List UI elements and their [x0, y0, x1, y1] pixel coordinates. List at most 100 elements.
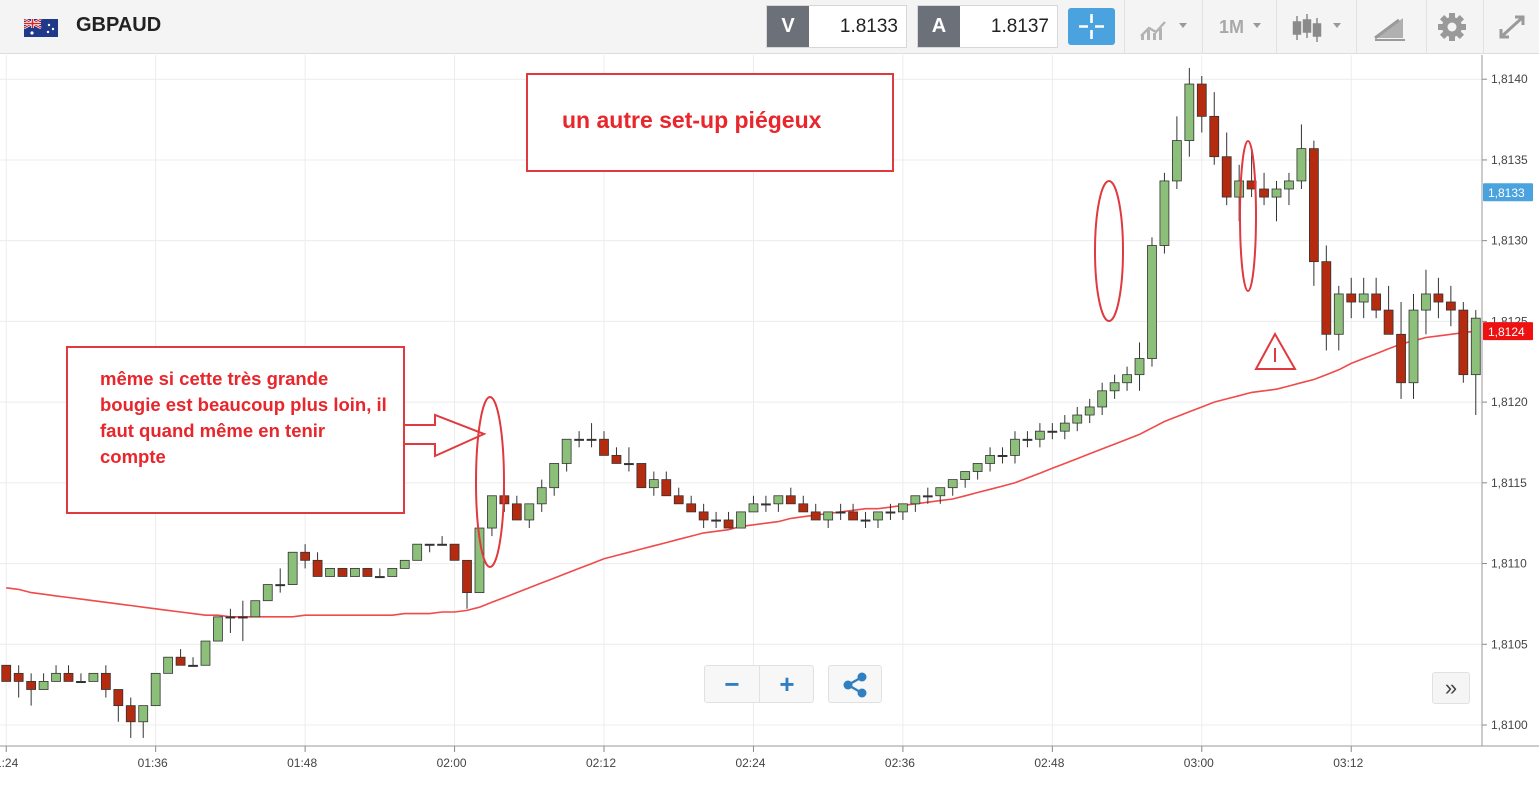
candle-body — [1284, 180, 1294, 190]
candle — [624, 447, 634, 472]
candle — [1371, 277, 1382, 319]
timeframe-button[interactable]: 1M — [1202, 0, 1276, 54]
candle-body — [848, 511, 858, 521]
x-tick-label: 01:36 — [138, 756, 168, 770]
candles-button[interactable] — [1276, 0, 1356, 54]
candle — [823, 511, 834, 529]
chart-type-button[interactable] — [1124, 0, 1202, 54]
candle-body — [761, 503, 771, 506]
candle-body — [362, 568, 373, 577]
candle — [661, 471, 672, 497]
x-tick-label: 01:24 — [0, 756, 19, 770]
candle — [1346, 277, 1357, 319]
candle-body — [462, 559, 472, 594]
candle — [250, 600, 261, 618]
zoom-in-button[interactable]: + — [779, 669, 795, 699]
candle — [1308, 140, 1319, 286]
expand-button[interactable] — [1483, 0, 1539, 54]
candle — [1184, 67, 1195, 157]
ma-price-tag-bg — [1483, 322, 1533, 341]
settings-button[interactable] — [1426, 0, 1483, 54]
candle-body — [412, 543, 423, 561]
candle — [163, 656, 174, 674]
candle — [487, 495, 497, 537]
candle-body — [636, 463, 647, 489]
zoom-out-button[interactable]: − — [705, 666, 760, 702]
candles-icon — [1292, 14, 1341, 42]
candle — [1059, 415, 1070, 440]
candle — [1333, 285, 1344, 351]
candle-body — [1234, 180, 1245, 198]
candle-body — [275, 584, 286, 587]
candle-body — [399, 559, 410, 569]
candle — [1221, 132, 1232, 206]
candle — [835, 503, 846, 520]
candle-body — [723, 519, 734, 529]
candle-body — [1059, 422, 1070, 432]
gear-icon — [1438, 13, 1466, 41]
last-price-tag-bg — [1483, 183, 1533, 202]
candle — [997, 447, 1008, 464]
candle — [63, 665, 74, 682]
candle-body — [213, 616, 223, 642]
candle-body — [1171, 140, 1182, 182]
candle — [337, 568, 348, 577]
candle — [1259, 172, 1269, 206]
candle — [1433, 277, 1444, 319]
candle-body — [561, 438, 572, 464]
candle-body — [698, 511, 709, 521]
candle-body — [1184, 83, 1195, 141]
candle — [287, 551, 298, 585]
candle-body — [686, 503, 697, 513]
candle — [51, 665, 61, 682]
candle-body — [350, 568, 360, 577]
candle — [1470, 310, 1481, 416]
candle — [748, 495, 759, 513]
candle-body — [337, 568, 348, 577]
candle — [1408, 293, 1419, 399]
y-tick-label: 1,8140 — [1491, 72, 1528, 86]
candle — [1147, 237, 1157, 367]
candle — [38, 673, 49, 690]
candle-body — [1408, 309, 1419, 384]
candle-body — [922, 495, 933, 498]
buy-price: 1.8137 — [990, 16, 1049, 37]
timeframe-label: 1M — [1219, 17, 1245, 37]
share-button[interactable] — [828, 665, 882, 703]
candle-body — [1022, 438, 1033, 441]
scroll-forward-button[interactable]: » — [1432, 672, 1470, 704]
candle-body — [823, 511, 834, 521]
draw-button[interactable] — [1356, 0, 1426, 54]
candle-body — [424, 543, 435, 546]
sell-label: V — [767, 6, 809, 47]
candle-body — [1296, 148, 1307, 182]
candle — [1421, 269, 1431, 335]
axes: 1,81001,81051,81101,81151,81201,81251,81… — [0, 55, 1539, 770]
x-tick-label: 02:12 — [586, 756, 616, 770]
candle-body — [13, 672, 24, 682]
candle — [76, 673, 86, 684]
candle — [785, 487, 796, 505]
y-tick-label: 1,8105 — [1491, 637, 1528, 651]
candle-body — [88, 672, 99, 682]
sell-price-button[interactable]: V 1.8133 — [766, 5, 907, 48]
candle — [574, 431, 584, 448]
candle — [437, 536, 447, 546]
candle-body — [1147, 245, 1157, 359]
candle — [424, 543, 435, 553]
crosshair-button[interactable] — [1068, 8, 1115, 45]
candle — [1396, 302, 1406, 399]
candle — [1383, 285, 1394, 335]
candle — [188, 657, 198, 667]
crosshair-icon — [1079, 14, 1104, 39]
candle-body — [225, 616, 236, 619]
ma-price-tag-text: 1,8124 — [1488, 325, 1525, 339]
annotation-left-text: même si cette très grande bougie est bea… — [100, 368, 387, 467]
candle-body — [1, 664, 12, 682]
candle-body — [1433, 293, 1444, 303]
candle-body — [773, 495, 784, 505]
candle — [399, 559, 410, 569]
buy-price-button[interactable]: A 1.8137 — [917, 5, 1058, 48]
candle-body — [624, 463, 634, 466]
candle-body — [511, 503, 522, 521]
